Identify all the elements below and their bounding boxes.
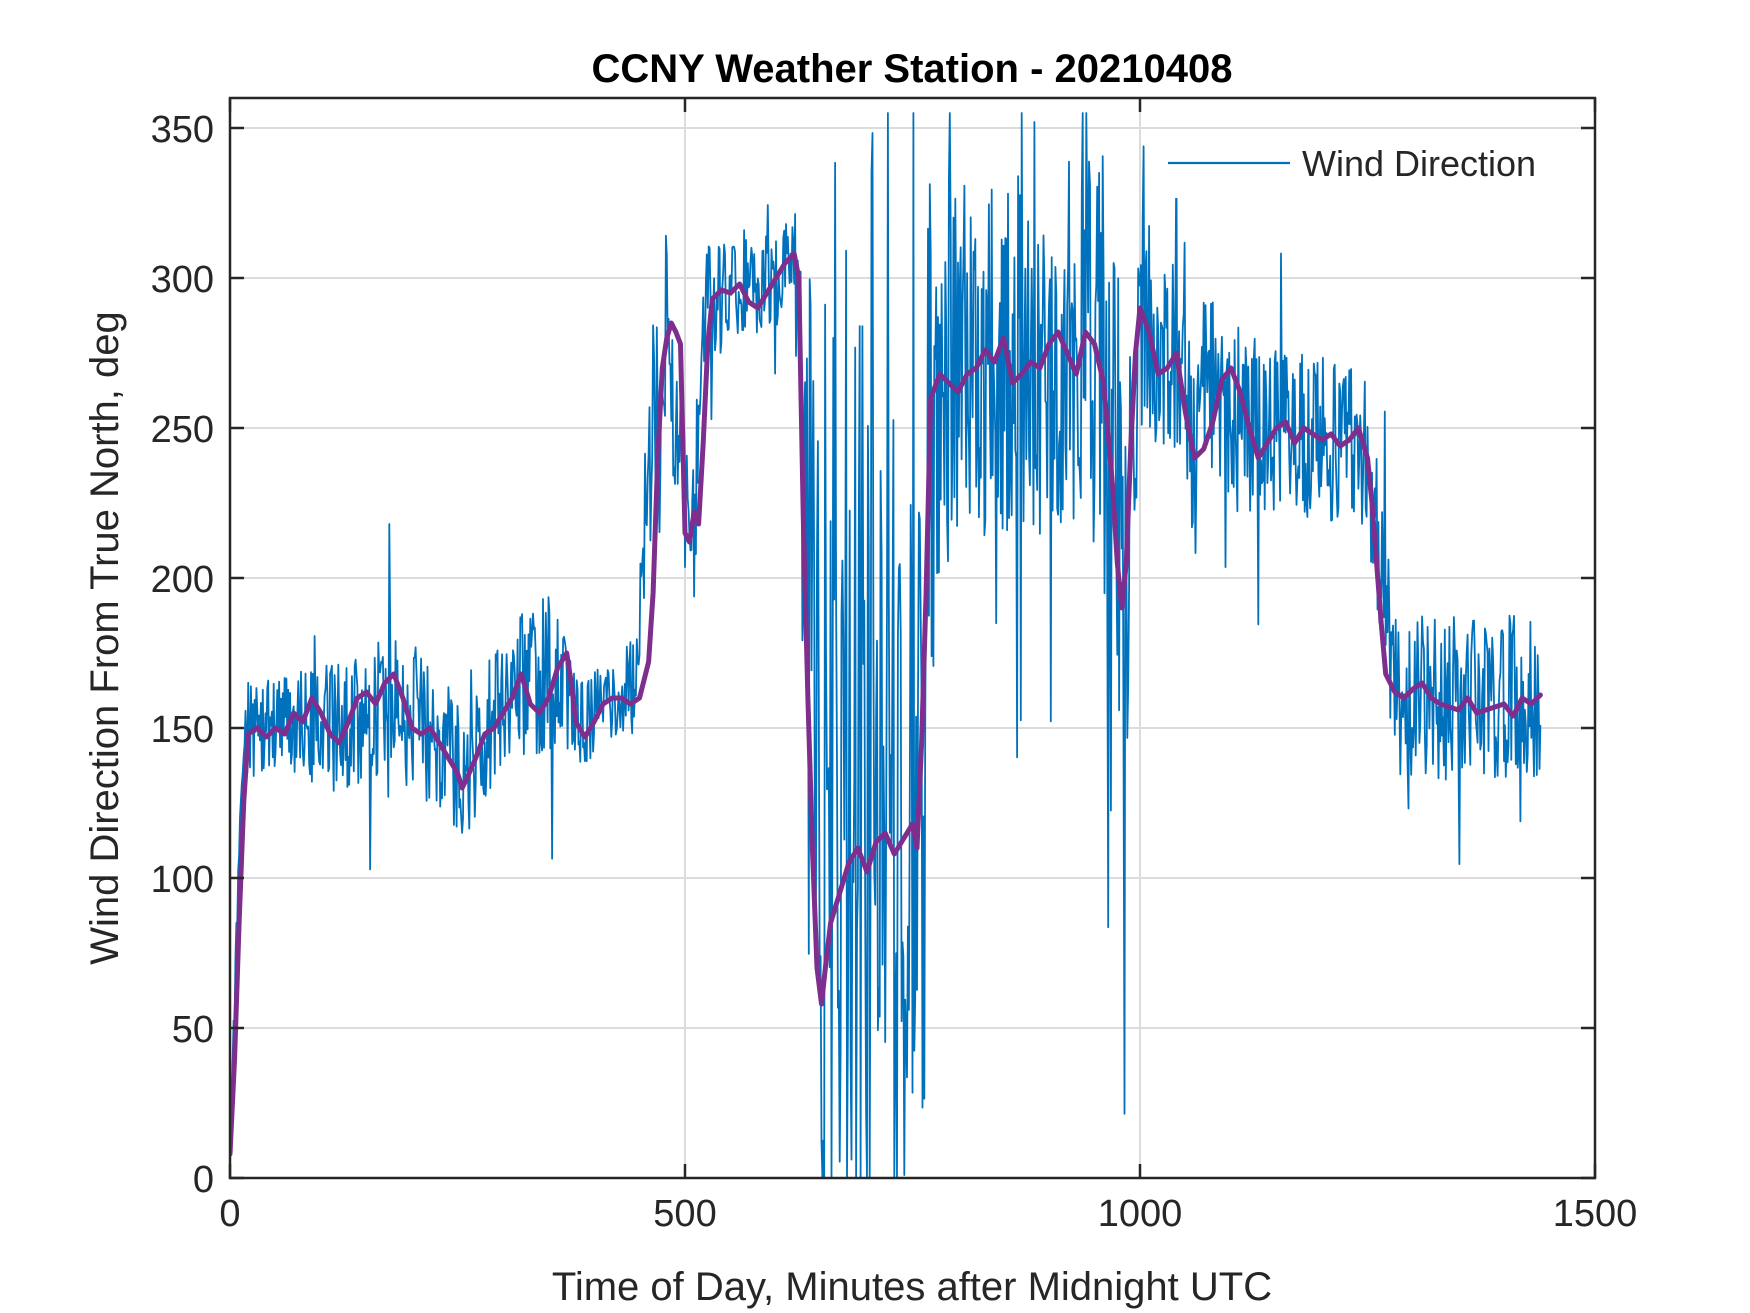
x-tick-label: 0 bbox=[219, 1193, 240, 1235]
legend-entry-wind-direction: Wind Direction bbox=[1302, 143, 1536, 184]
y-tick-label: 350 bbox=[151, 109, 214, 151]
y-tick-label: 200 bbox=[151, 559, 214, 601]
y-tick-label: 0 bbox=[193, 1159, 214, 1201]
x-tick-label: 500 bbox=[653, 1193, 716, 1235]
series-line-moving-average bbox=[230, 251, 1543, 1157]
legend: Wind Direction bbox=[1160, 130, 1560, 198]
series-line-wind-direction bbox=[230, 112, 1542, 1178]
y-tick-label: 300 bbox=[151, 259, 214, 301]
y-axis-label: Wind Direction From True North, deg bbox=[83, 311, 127, 965]
axes bbox=[228, 96, 1597, 1180]
y-tick-label: 100 bbox=[151, 859, 214, 901]
series-layer bbox=[230, 112, 1543, 1178]
y-tick-label: 150 bbox=[151, 709, 214, 751]
y-tick-label: 250 bbox=[151, 409, 214, 451]
x-axis-label: Time of Day, Minutes after Midnight UTC bbox=[552, 1265, 1272, 1309]
axes-box bbox=[228, 96, 1597, 1180]
tick-labels: 0 50 100 150 200 250 300 350 0 500 1000 1500 bbox=[151, 109, 1638, 1235]
x-tick-label: 1500 bbox=[1553, 1193, 1638, 1235]
y-tick-label: 50 bbox=[172, 1009, 214, 1051]
x-tick-label: 1000 bbox=[1098, 1193, 1183, 1235]
chart-title: CCNY Weather Station - 20210408 bbox=[592, 47, 1233, 91]
